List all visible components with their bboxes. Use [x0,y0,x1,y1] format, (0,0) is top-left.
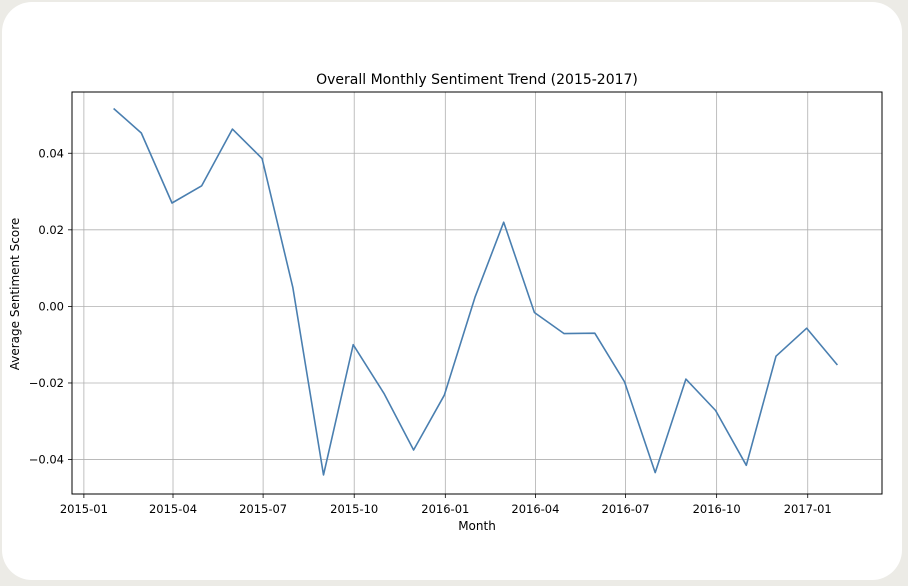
data-point [474,296,476,298]
x-tick-label: 2015-01 [60,502,108,516]
x-tick-label: 2015-07 [239,502,287,516]
series-group [112,107,839,476]
data-point [112,107,114,109]
data-point [775,355,777,357]
data-point [654,471,656,473]
x-tick-label: 2015-10 [330,502,378,516]
data-point [352,343,354,345]
x-tick-label: 2015-04 [149,502,197,516]
data-point [563,332,565,334]
data-point [836,364,838,366]
data-point [443,394,445,396]
y-tick-label: 0.02 [38,223,64,237]
y-tick-label: 0.00 [38,299,64,313]
data-point [594,332,596,334]
data-point [383,392,385,394]
data-point [623,381,625,383]
y-axis-label: Average Sentiment Score [8,218,22,371]
x-axis-ticks: 2015-01 2015-04 2015-07 2015-10 2016-01 2016-… [60,494,832,516]
data-point [745,464,747,466]
data-point [503,221,505,223]
data-point [171,202,173,204]
x-tick-label: 2016-07 [602,502,650,516]
x-axis-label: Month [458,519,496,533]
data-point [322,474,324,476]
chart-card [2,2,902,580]
y-tick-label: −0.02 [29,376,64,390]
data-point [533,311,535,313]
x-tick-label: 2016-04 [511,502,559,516]
data-point [201,185,203,187]
data-point [685,378,687,380]
data-point [714,409,716,411]
data-point [140,132,142,134]
x-tick-label: 2017-01 [784,502,832,516]
y-tick-label: 0.04 [38,146,64,160]
y-axis-ticks: 0.04 0.02 0.00 −0.02 −0.04 [29,146,72,467]
data-point [231,128,233,130]
x-tick-label: 2016-01 [421,502,469,516]
data-point [261,157,263,159]
data-point [292,286,294,288]
grid-lines [72,92,882,494]
series-line [113,107,839,476]
data-point [412,449,414,451]
x-tick-label: 2016-10 [693,502,741,516]
y-tick-label: −0.04 [29,453,64,467]
chart-title: Overall Monthly Sentiment Trend (2015-20… [316,72,638,88]
data-point [806,327,808,329]
plot-frame [71,91,883,495]
